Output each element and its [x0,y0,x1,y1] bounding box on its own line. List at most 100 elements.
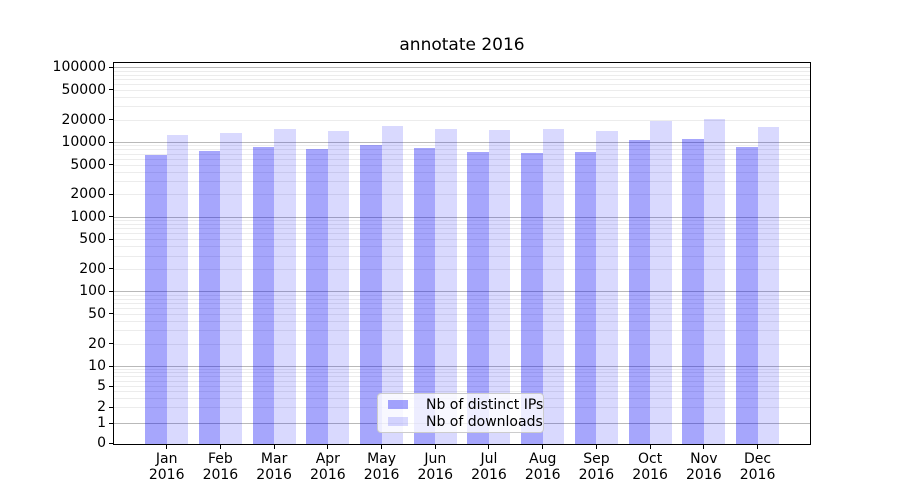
y-tick-label: 1 [97,415,106,432]
y-tick-label: 2000 [70,186,106,203]
gridline-minor [114,376,810,378]
gridline-minor [114,149,810,151]
legend-label-distinct-ips: Nb of distinct IPs [426,396,544,413]
x-tick-mark [757,445,759,449]
gridline-minor [114,343,810,345]
bar-downloads [596,131,618,444]
y-tick-label: 20000 [61,111,106,128]
x-tick-mark [166,445,168,449]
x-tick-month: Feb [208,451,233,467]
x-tick-mark [434,445,436,449]
y-tick-mark [109,66,113,68]
x-tick-label: Dec 2016 [726,451,790,483]
gridline-major [114,366,810,367]
gridline-minor [114,330,810,332]
x-tick-label: May 2016 [350,451,414,483]
x-tick-mark [595,445,597,449]
x-tick-month: Sep [583,451,610,467]
x-tick-year: 2016 [256,467,292,483]
gridline-minor [114,228,810,230]
x-tick-label: Jun 2016 [403,451,467,483]
x-tick-month: Jul [480,451,498,467]
bar-distinct-ips [252,147,275,444]
y-tick-mark [109,89,113,91]
y-tick-label: 500 [79,231,106,248]
gridline-minor [114,380,810,382]
x-tick-year: 2016 [363,467,400,483]
gridline-minor [114,369,810,371]
bar-distinct-ips [736,146,758,444]
bar-distinct-ips [628,139,651,444]
x-tick-mark [273,445,275,449]
gridline-minor [114,391,810,393]
bar-downloads [327,130,350,444]
legend-swatch-distinct-ips [388,400,408,409]
plot-area [113,62,811,445]
bar-distinct-ips [682,139,704,444]
y-tick-label: 50000 [61,81,106,98]
bar-distinct-ips [360,145,382,444]
x-tick-year: 2016 [632,467,668,483]
bar-distinct-ips [198,150,221,444]
x-tick-year: 2016 [471,467,507,483]
x-tick-label: Oct 2016 [618,451,682,483]
y-tick-label: 1000 [70,208,106,225]
y-tick-mark [109,365,113,367]
gridline-minor [114,171,810,173]
chart-title: annotate 2016 [399,35,525,55]
x-tick-label: Jul 2016 [457,451,521,483]
bar-downloads [381,125,404,444]
legend-label-downloads: Nb of downloads [426,413,543,430]
x-tick-label: Nov 2016 [672,451,736,483]
gridline-minor [114,181,810,183]
y-tick-mark [109,442,113,444]
bar-downloads [542,129,565,444]
gridline-minor [114,70,810,72]
y-tick-label: 0 [97,435,106,452]
y-tick-label: 100000 [52,59,106,76]
x-tick-mark [381,445,383,449]
gridline-minor [114,158,810,160]
x-tick-month: Mar [260,451,288,467]
x-tick-label: Jan 2016 [135,451,199,483]
y-tick-mark [109,119,113,120]
x-tick-month: Jan [155,451,178,467]
gridline-minor [114,145,810,147]
y-tick-mark [109,238,113,240]
x-tick-month: Nov [690,451,718,467]
x-tick-mark [488,445,490,449]
bar-downloads [166,135,189,444]
gridline-minor [114,298,810,300]
x-tick-month: Oct [638,451,663,467]
x-tick-year: 2016 [310,467,346,483]
y-tick-mark [109,422,113,424]
y-tick-mark [109,313,113,315]
x-tick-year: 2016 [148,467,185,483]
gridline-minor [114,313,810,315]
gridline-major [114,142,810,143]
gridline-minor [114,386,810,387]
bar-distinct-ips [145,154,167,444]
bar-downloads [757,127,780,444]
x-tick-month: Dec [744,451,772,467]
x-tick-month: Apr [315,451,340,467]
y-tick-mark [109,193,113,195]
x-tick-year: 2016 [524,467,561,483]
gridline-minor [114,239,810,241]
x-tick-month: Aug [529,451,557,467]
gridline-minor [114,220,810,222]
gridline-minor [114,106,810,108]
bar-downloads [488,129,511,444]
gridline-minor [114,302,810,304]
y-tick-mark [109,385,113,387]
x-tick-year: 2016 [578,467,615,483]
y-tick-mark [109,406,113,408]
x-tick-mark [219,445,221,449]
y-tick-mark [109,141,113,143]
y-tick-label: 5 [97,378,106,394]
legend-item-distinct-ips: Nb of distinct IPs [386,397,543,413]
bar-distinct-ips [467,151,489,444]
x-tick-mark [542,445,544,449]
y-tick-label: 200 [79,260,106,277]
legend-item-downloads: Nb of downloads [386,414,543,430]
